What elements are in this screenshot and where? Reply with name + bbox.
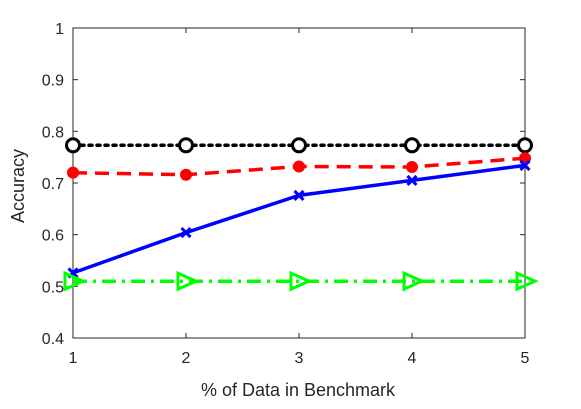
series-3 [67,159,531,279]
x-axis-label: % of Data in Benchmark [201,380,396,400]
series-group [63,137,539,292]
x-tick-label: 5 [521,350,530,367]
y-tick-label: 0.5 [42,279,64,296]
x-tick-label: 4 [408,350,417,367]
data-point [406,174,418,186]
data-point [519,159,531,171]
y-tick-label: 1 [55,21,64,38]
x-tick-label: 1 [69,350,78,367]
data-point [67,166,79,179]
series-4 [63,270,539,292]
data-point [517,137,533,154]
y-tick-label: 0.6 [42,228,64,245]
data-point [180,168,192,181]
y-tick-label: 0.7 [42,176,64,193]
data-point [65,137,81,154]
data-point [515,270,539,292]
y-tick-label: 0.9 [42,73,64,90]
series-1 [65,137,533,154]
y-axis-label: Accuracy [8,149,28,223]
data-point [406,160,418,173]
data-point [402,270,426,292]
axes-frame [72,27,526,339]
data-point [289,270,313,292]
data-point [404,137,420,154]
data-point [291,137,307,154]
data-point [178,137,194,154]
series-2 [67,152,531,181]
series-line [72,163,526,275]
y-tick-label: 0.8 [42,124,64,141]
y-tick-label: 0.4 [42,331,64,348]
data-point [293,160,305,173]
data-point [63,270,87,292]
x-tick-label: 2 [182,350,191,367]
data-point [176,270,200,292]
data-point [180,227,192,239]
x-tick-label: 3 [295,350,304,367]
data-point [293,189,305,201]
axis-ticks: 1 2 3 4 5 0.4 0.5 0.6 0.7 0.8 0.9 1 [42,21,530,367]
plot-area [72,27,526,339]
